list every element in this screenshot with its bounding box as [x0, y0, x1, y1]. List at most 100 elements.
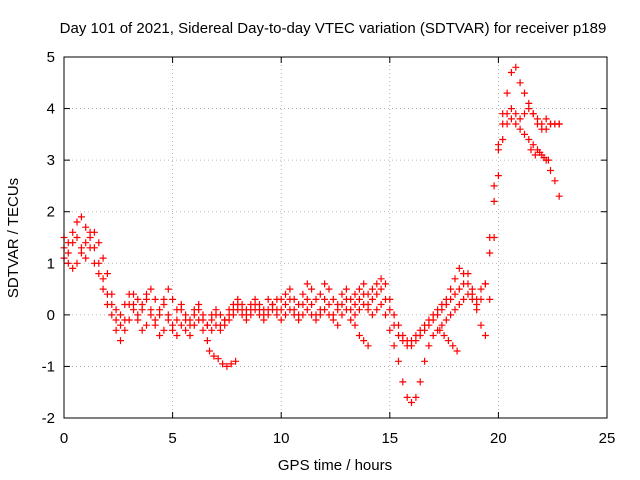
y-tick-label: 1 [47, 255, 55, 272]
data-point [429, 311, 437, 319]
data-point [455, 301, 463, 308]
data-point [69, 228, 77, 236]
grid-lines [64, 57, 607, 418]
data-point [112, 316, 120, 324]
data-point [421, 321, 429, 329]
data-point [73, 218, 81, 226]
data-point [525, 136, 533, 143]
data-point [525, 99, 533, 107]
data-point [199, 326, 207, 334]
data-point [73, 259, 81, 267]
data-point [264, 306, 272, 314]
data-point [325, 285, 333, 293]
chart-title: Day 101 of 2021, Sidereal Day-to-day VTE… [60, 20, 607, 37]
data-point [527, 146, 535, 154]
data-point [164, 285, 172, 293]
data-point [507, 105, 515, 113]
data-point [444, 337, 452, 345]
y-tick-label: -2 [42, 410, 55, 427]
data-point [308, 285, 316, 293]
data-point [303, 280, 311, 288]
data-point [299, 301, 307, 308]
data-point [451, 290, 459, 298]
data-point [117, 321, 124, 329]
data-point [351, 311, 359, 319]
data-point [69, 264, 77, 272]
data-point [390, 342, 398, 350]
data-point [377, 301, 385, 308]
data-point [447, 311, 455, 319]
data-point [186, 332, 194, 339]
data-point [229, 306, 237, 314]
data-point [303, 306, 311, 314]
data-point [425, 316, 433, 324]
data-point [490, 182, 498, 190]
data-point [316, 306, 324, 314]
data-point [103, 290, 111, 298]
data-point [247, 306, 255, 314]
data-point [351, 321, 359, 329]
data-point [208, 316, 216, 324]
data-point [494, 172, 502, 180]
data-point [503, 89, 511, 97]
plot-frame [63, 56, 608, 419]
data-point [186, 321, 194, 329]
data-point [416, 378, 424, 386]
data-point [177, 306, 185, 314]
data-point [77, 213, 85, 221]
data-point [355, 332, 363, 339]
data-point [108, 301, 116, 308]
data-point [412, 332, 420, 339]
data-point [460, 295, 468, 303]
x-tick-label: 15 [381, 430, 398, 447]
data-point [408, 399, 415, 406]
data-point [82, 254, 90, 262]
data-point [282, 290, 289, 298]
data-point [256, 306, 263, 314]
data-point [342, 285, 350, 293]
x-tick-label: 0 [60, 430, 68, 447]
data-point [451, 306, 459, 314]
data-point [151, 316, 159, 324]
data-point [382, 295, 389, 303]
data-point [134, 295, 142, 303]
data-point [164, 311, 172, 319]
data-point [199, 316, 207, 324]
data-point [238, 306, 246, 314]
data-point [173, 316, 181, 324]
series-trace-3 [60, 63, 563, 350]
series-trace-2 [60, 115, 563, 406]
data-point [360, 337, 368, 345]
data-point [321, 295, 329, 303]
data-point [95, 239, 103, 247]
data-point [203, 321, 211, 329]
data-point [512, 63, 520, 71]
data-point [221, 316, 229, 324]
data-point [438, 321, 446, 329]
y-tick-labels: -2 -1 0 1 2 3 4 5 [42, 49, 55, 427]
data-point [503, 120, 511, 128]
data-point [177, 321, 185, 329]
data-point [260, 311, 268, 319]
data-point [429, 332, 437, 339]
data-point [99, 285, 107, 293]
data-point [408, 337, 415, 345]
data-point [442, 316, 450, 324]
data-point [329, 311, 337, 319]
data-point [99, 254, 107, 262]
series-trace-4 [206, 146, 552, 370]
y-tick-label: -1 [42, 358, 55, 375]
data-point [438, 301, 446, 308]
data-point [206, 347, 213, 355]
y-tick-label: 5 [47, 49, 55, 66]
data-point [421, 357, 429, 365]
data-point [390, 311, 398, 319]
data-point [151, 295, 159, 303]
data-point [312, 295, 320, 303]
x-axis-label: GPS time / hours [278, 457, 392, 474]
data-point [347, 306, 355, 314]
data-point [312, 311, 320, 319]
data-point [73, 234, 81, 241]
data-point [64, 259, 72, 267]
data-point [251, 301, 259, 308]
